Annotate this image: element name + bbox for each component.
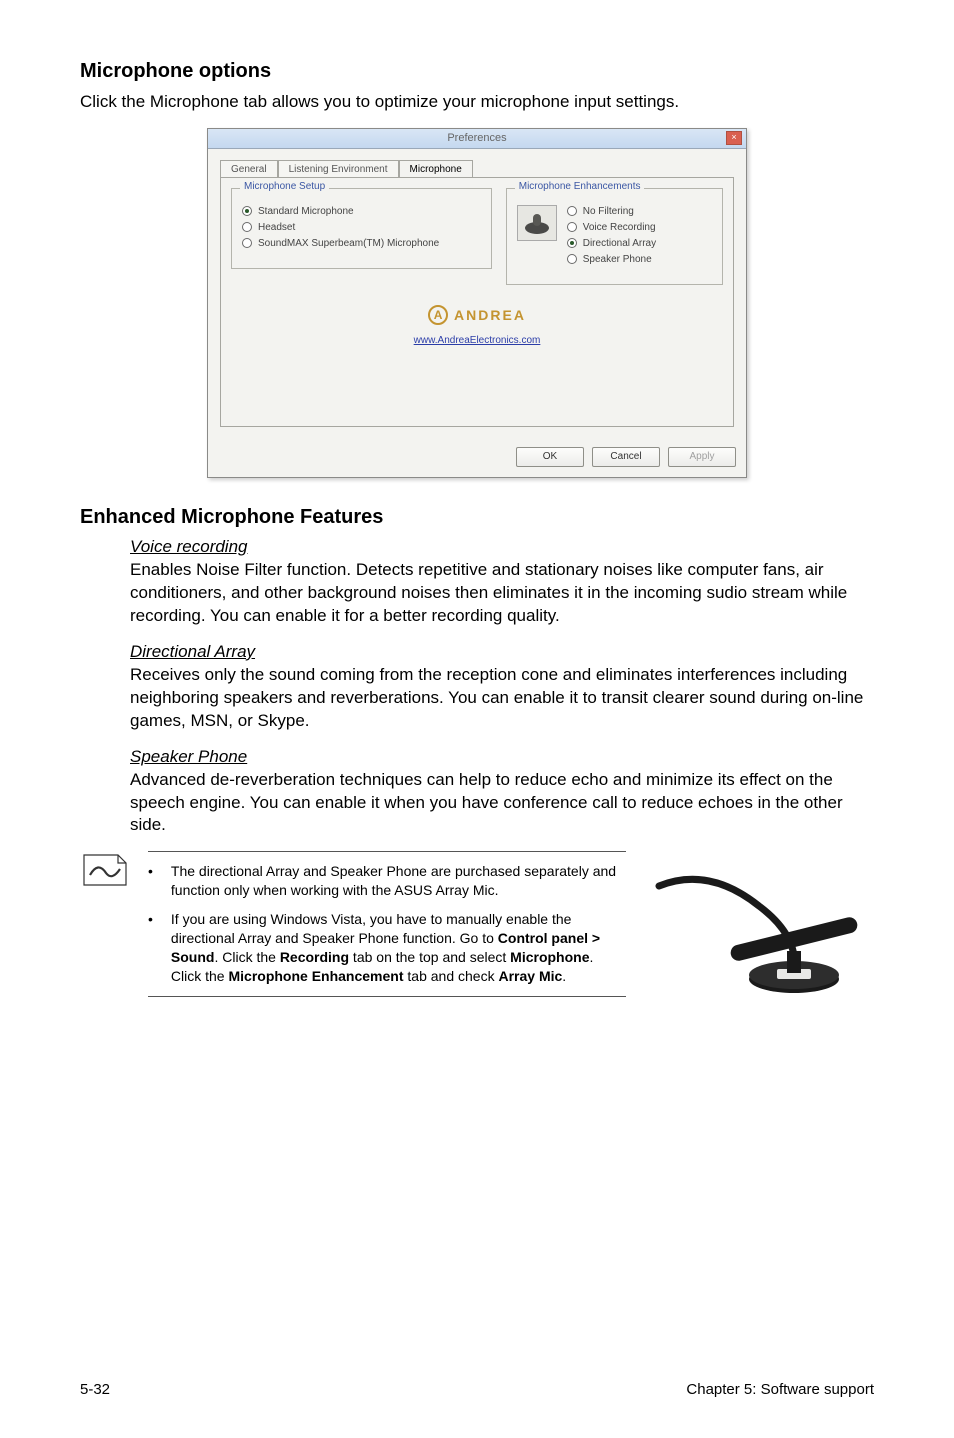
preferences-dialog: Preferences × General Listening Environm… [207,128,747,478]
bullet-icon: • [148,862,153,900]
radio-voice-recording[interactable]: Voice Recording [567,222,656,233]
apply-button[interactable]: Apply [668,447,736,467]
tab-panel: Microphone Setup Standard Microphone Hea… [220,177,734,427]
radio-speaker-phone[interactable]: Speaker Phone [567,254,656,265]
speaker-phone-block: Speaker Phone Advanced de-reverberation … [130,747,874,838]
directional-array-block: Directional Array Receives only the soun… [130,642,874,733]
radio-label: Speaker Phone [583,254,652,265]
voice-recording-body: Enables Noise Filter function. Detects r… [130,559,874,628]
directional-array-body: Receives only the sound coming from the … [130,664,874,733]
note-bullet-1: • The directional Array and Speaker Phon… [148,862,626,900]
array-mic-image [644,851,874,1001]
speaker-phone-body: Advanced de-reverberation techniques can… [130,769,874,838]
radio-label: Voice Recording [583,222,656,233]
radio-icon [242,222,252,232]
bullet-icon: • [148,910,153,986]
note-text: • The directional Array and Speaker Phon… [148,851,626,996]
radio-icon [567,222,577,232]
note-bullet-2: • If you are using Windows Vista, you ha… [148,910,626,986]
note-bullet-1-text: The directional Array and Speaker Phone … [171,862,626,900]
microphone-setup-group: Microphone Setup Standard Microphone Hea… [231,188,492,269]
enhanced-features-heading: Enhanced Microphone Features [80,506,874,529]
andrea-logo: A ANDREA [428,305,526,325]
t: Recording [280,949,349,965]
radio-label: SoundMAX Superbeam(TM) Microphone [258,238,439,249]
cancel-button[interactable]: Cancel [592,447,660,467]
preferences-dialog-figure: Preferences × General Listening Environm… [80,128,874,478]
radio-icon [242,206,252,216]
t: Microphone [510,949,589,965]
close-icon[interactable]: × [726,131,742,145]
note-row: • The directional Array and Speaker Phon… [80,851,874,1001]
chapter-label: Chapter 5: Software support [686,1381,874,1398]
radio-standard-microphone[interactable]: Standard Microphone [242,206,481,217]
t: . [562,968,566,984]
t: tab and check [404,968,499,984]
note-bullet-2-text: If you are using Windows Vista, you have… [171,910,626,986]
radio-soundmax[interactable]: SoundMAX Superbeam(TM) Microphone [242,238,481,249]
radio-label: Standard Microphone [258,206,354,217]
radio-icon [567,254,577,264]
andrea-link[interactable]: www.AndreaElectronics.com [231,335,723,346]
dialog-title: Preferences [447,132,506,144]
speaker-phone-title: Speaker Phone [130,747,874,767]
andrea-logo-text: ANDREA [454,307,526,323]
t: . Click the [214,949,279,965]
microphone-options-intro: Click the Microphone tab allows you to o… [80,91,874,114]
radio-headset[interactable]: Headset [242,222,481,233]
radio-directional-array[interactable]: Directional Array [567,238,656,249]
microphone-enhancements-legend: Microphone Enhancements [515,181,645,192]
note-icon [80,851,130,896]
andrea-block: A ANDREA www.AndreaElectronics.com [231,305,723,346]
radio-icon [242,238,252,248]
t: tab on the top and select [349,949,510,965]
radio-icon [567,238,577,248]
microphone-setup-legend: Microphone Setup [240,181,329,192]
microphone-enhancements-group: Microphone Enhancements [506,188,723,285]
voice-recording-title: Voice recording [130,537,874,557]
radio-label: Headset [258,222,295,233]
t: Microphone Enhancement [228,968,403,984]
ok-button[interactable]: OK [516,447,584,467]
enhancement-thumb-icon [517,205,557,241]
radio-label: No Filtering [583,206,634,217]
page-footer: 5-32 Chapter 5: Software support [80,1381,874,1398]
page-number: 5-32 [80,1381,110,1398]
tab-listening[interactable]: Listening Environment [278,160,399,178]
radio-label: Directional Array [583,238,656,249]
radio-no-filtering[interactable]: No Filtering [567,206,656,217]
tab-general[interactable]: General [220,160,278,178]
andrea-logo-icon: A [428,305,448,325]
microphone-options-heading: Microphone options [80,60,874,83]
tab-microphone[interactable]: Microphone [399,160,473,178]
tabs-row: General Listening Environment Microphone [220,159,734,177]
directional-array-title: Directional Array [130,642,874,662]
dialog-titlebar: Preferences × [208,129,746,149]
dialog-buttons: OK Cancel Apply [208,439,746,477]
dialog-body: General Listening Environment Microphone… [208,149,746,439]
t: Array Mic [498,968,562,984]
voice-recording-block: Voice recording Enables Noise Filter fun… [130,537,874,628]
radio-icon [567,206,577,216]
